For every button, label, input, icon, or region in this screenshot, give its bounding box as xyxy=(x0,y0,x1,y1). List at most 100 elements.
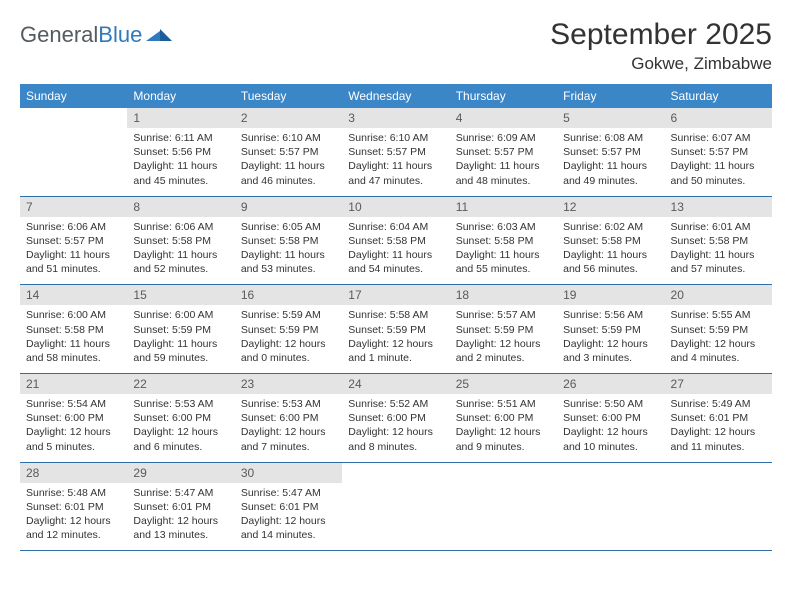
day-number: 13 xyxy=(665,197,772,217)
daylight-text: Daylight: 12 hours and 1 minute. xyxy=(348,337,443,365)
sunset-text: Sunset: 5:59 PM xyxy=(563,323,658,337)
daylight-text: Daylight: 12 hours and 8 minutes. xyxy=(348,425,443,453)
day-body: Sunrise: 6:11 AMSunset: 5:56 PMDaylight:… xyxy=(127,128,234,196)
day-body: Sunrise: 6:06 AMSunset: 5:57 PMDaylight:… xyxy=(20,217,127,285)
sunrise-text: Sunrise: 6:04 AM xyxy=(348,220,443,234)
day-cell: 12Sunrise: 6:02 AMSunset: 5:58 PMDayligh… xyxy=(557,196,664,285)
sunset-text: Sunset: 5:58 PM xyxy=(241,234,336,248)
day-number: 22 xyxy=(127,374,234,394)
day-cell: 7Sunrise: 6:06 AMSunset: 5:57 PMDaylight… xyxy=(20,196,127,285)
sunrise-text: Sunrise: 5:54 AM xyxy=(26,397,121,411)
daylight-text: Daylight: 12 hours and 5 minutes. xyxy=(26,425,121,453)
sunset-text: Sunset: 6:00 PM xyxy=(456,411,551,425)
title-block: September 2025 Gokwe, Zimbabwe xyxy=(550,18,772,74)
sunset-text: Sunset: 5:58 PM xyxy=(26,323,121,337)
day-cell: 1Sunrise: 6:11 AMSunset: 5:56 PMDaylight… xyxy=(127,108,234,196)
day-cell: 8Sunrise: 6:06 AMSunset: 5:58 PMDaylight… xyxy=(127,196,234,285)
dow-thu: Thursday xyxy=(450,84,557,108)
day-cell: 26Sunrise: 5:50 AMSunset: 6:00 PMDayligh… xyxy=(557,374,664,463)
sunset-text: Sunset: 5:59 PM xyxy=(133,323,228,337)
day-number: 26 xyxy=(557,374,664,394)
day-body: Sunrise: 6:08 AMSunset: 5:57 PMDaylight:… xyxy=(557,128,664,196)
daylight-text: Daylight: 12 hours and 11 minutes. xyxy=(671,425,766,453)
day-cell xyxy=(665,462,772,551)
sunset-text: Sunset: 6:00 PM xyxy=(133,411,228,425)
sunrise-text: Sunrise: 5:56 AM xyxy=(563,308,658,322)
sunrise-text: Sunrise: 6:09 AM xyxy=(456,131,551,145)
day-body: Sunrise: 6:06 AMSunset: 5:58 PMDaylight:… xyxy=(127,217,234,285)
week-row: 14Sunrise: 6:00 AMSunset: 5:58 PMDayligh… xyxy=(20,285,772,374)
daylight-text: Daylight: 11 hours and 47 minutes. xyxy=(348,159,443,187)
sunrise-text: Sunrise: 5:47 AM xyxy=(241,486,336,500)
day-number: 9 xyxy=(235,197,342,217)
day-body: Sunrise: 6:10 AMSunset: 5:57 PMDaylight:… xyxy=(342,128,449,196)
sunrise-text: Sunrise: 5:58 AM xyxy=(348,308,443,322)
sunrise-text: Sunrise: 6:07 AM xyxy=(671,131,766,145)
day-cell xyxy=(20,108,127,196)
sunrise-text: Sunrise: 5:53 AM xyxy=(133,397,228,411)
daylight-text: Daylight: 11 hours and 55 minutes. xyxy=(456,248,551,276)
daylight-text: Daylight: 11 hours and 50 minutes. xyxy=(671,159,766,187)
sunset-text: Sunset: 5:58 PM xyxy=(671,234,766,248)
sunrise-text: Sunrise: 6:05 AM xyxy=(241,220,336,234)
sunrise-text: Sunrise: 5:50 AM xyxy=(563,397,658,411)
daylight-text: Daylight: 11 hours and 56 minutes. xyxy=(563,248,658,276)
week-row: 28Sunrise: 5:48 AMSunset: 6:01 PMDayligh… xyxy=(20,462,772,551)
week-row: 21Sunrise: 5:54 AMSunset: 6:00 PMDayligh… xyxy=(20,374,772,463)
sunset-text: Sunset: 5:57 PM xyxy=(671,145,766,159)
day-number: 10 xyxy=(342,197,449,217)
dow-mon: Monday xyxy=(127,84,234,108)
day-body: Sunrise: 6:04 AMSunset: 5:58 PMDaylight:… xyxy=(342,217,449,285)
daylight-text: Daylight: 12 hours and 12 minutes. xyxy=(26,514,121,542)
day-number: 2 xyxy=(235,108,342,128)
sunset-text: Sunset: 5:57 PM xyxy=(563,145,658,159)
day-body: Sunrise: 6:07 AMSunset: 5:57 PMDaylight:… xyxy=(665,128,772,196)
day-number: 29 xyxy=(127,463,234,483)
day-number: 6 xyxy=(665,108,772,128)
week-row: 7Sunrise: 6:06 AMSunset: 5:57 PMDaylight… xyxy=(20,196,772,285)
day-body: Sunrise: 5:47 AMSunset: 6:01 PMDaylight:… xyxy=(235,483,342,551)
sunset-text: Sunset: 6:00 PM xyxy=(26,411,121,425)
day-body: Sunrise: 5:59 AMSunset: 5:59 PMDaylight:… xyxy=(235,305,342,373)
day-body: Sunrise: 6:10 AMSunset: 5:57 PMDaylight:… xyxy=(235,128,342,196)
day-cell: 11Sunrise: 6:03 AMSunset: 5:58 PMDayligh… xyxy=(450,196,557,285)
day-body: Sunrise: 6:00 AMSunset: 5:59 PMDaylight:… xyxy=(127,305,234,373)
logo-text: GeneralBlue xyxy=(20,24,142,46)
day-cell: 27Sunrise: 5:49 AMSunset: 6:01 PMDayligh… xyxy=(665,374,772,463)
sunrise-text: Sunrise: 5:52 AM xyxy=(348,397,443,411)
daylight-text: Daylight: 11 hours and 58 minutes. xyxy=(26,337,121,365)
day-body: Sunrise: 5:51 AMSunset: 6:00 PMDaylight:… xyxy=(450,394,557,462)
day-number: 30 xyxy=(235,463,342,483)
sunset-text: Sunset: 6:00 PM xyxy=(241,411,336,425)
day-body: Sunrise: 5:54 AMSunset: 6:00 PMDaylight:… xyxy=(20,394,127,462)
daylight-text: Daylight: 11 hours and 45 minutes. xyxy=(133,159,228,187)
day-number: 5 xyxy=(557,108,664,128)
sunset-text: Sunset: 5:59 PM xyxy=(456,323,551,337)
sunrise-text: Sunrise: 6:02 AM xyxy=(563,220,658,234)
day-number: 24 xyxy=(342,374,449,394)
day-number: 4 xyxy=(450,108,557,128)
daylight-text: Daylight: 11 hours and 53 minutes. xyxy=(241,248,336,276)
sunrise-text: Sunrise: 5:48 AM xyxy=(26,486,121,500)
day-cell: 13Sunrise: 6:01 AMSunset: 5:58 PMDayligh… xyxy=(665,196,772,285)
location: Gokwe, Zimbabwe xyxy=(550,54,772,74)
daylight-text: Daylight: 12 hours and 2 minutes. xyxy=(456,337,551,365)
sunset-text: Sunset: 5:58 PM xyxy=(456,234,551,248)
logo: GeneralBlue xyxy=(20,18,172,46)
sunset-text: Sunset: 5:56 PM xyxy=(133,145,228,159)
day-body: Sunrise: 6:03 AMSunset: 5:58 PMDaylight:… xyxy=(450,217,557,285)
sunrise-text: Sunrise: 5:49 AM xyxy=(671,397,766,411)
day-cell: 22Sunrise: 5:53 AMSunset: 6:00 PMDayligh… xyxy=(127,374,234,463)
day-body: Sunrise: 5:47 AMSunset: 6:01 PMDaylight:… xyxy=(127,483,234,551)
sunset-text: Sunset: 5:57 PM xyxy=(456,145,551,159)
day-body xyxy=(20,114,127,177)
sunrise-text: Sunrise: 5:47 AM xyxy=(133,486,228,500)
sunset-text: Sunset: 6:01 PM xyxy=(241,500,336,514)
day-cell: 30Sunrise: 5:47 AMSunset: 6:01 PMDayligh… xyxy=(235,462,342,551)
logo-mark-icon xyxy=(146,25,172,46)
day-body: Sunrise: 5:50 AMSunset: 6:00 PMDaylight:… xyxy=(557,394,664,462)
day-cell: 17Sunrise: 5:58 AMSunset: 5:59 PMDayligh… xyxy=(342,285,449,374)
day-number: 14 xyxy=(20,285,127,305)
day-cell: 25Sunrise: 5:51 AMSunset: 6:00 PMDayligh… xyxy=(450,374,557,463)
sunset-text: Sunset: 6:01 PM xyxy=(671,411,766,425)
